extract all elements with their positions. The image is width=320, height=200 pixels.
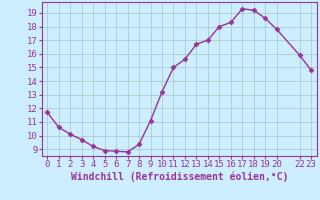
X-axis label: Windchill (Refroidissement éolien,°C): Windchill (Refroidissement éolien,°C) [70,172,288,182]
